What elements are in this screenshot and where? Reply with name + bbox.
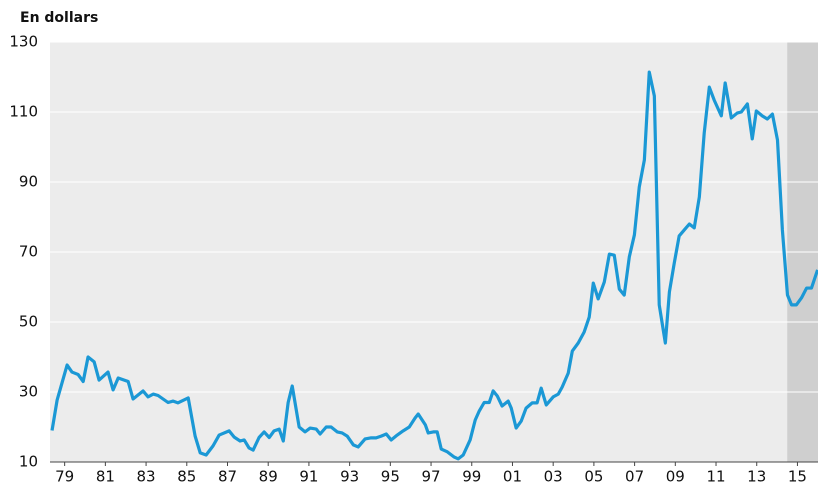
x-tick-label: 13 [747,468,766,486]
y-tick-label: 10 [19,453,38,471]
y-tick-label: 70 [19,243,38,261]
x-tick-label: 11 [706,468,725,486]
x-tick-label: 15 [788,468,807,486]
x-tick-label: 83 [137,468,156,486]
x-tick-label: 05 [584,468,603,486]
x-tick-label: 99 [462,468,481,486]
x-tick-label: 89 [259,468,278,486]
y-tick-label: 110 [9,103,38,121]
y-tick-label: 30 [19,383,38,401]
x-tick-label: 03 [544,468,563,486]
x-tick-label: 91 [299,468,318,486]
data-line [50,70,818,461]
x-tick-label: 07 [625,468,644,486]
y-tick-label: 50 [19,313,38,331]
chart-title: En dollars [20,10,98,26]
x-tick-label: 87 [218,468,237,486]
x-tick-label: 01 [503,468,522,486]
x-tick-label: 97 [422,468,441,486]
y-tick-label: 90 [19,173,38,191]
x-tick-label: 85 [177,468,196,486]
x-tick-label: 95 [381,468,400,486]
y-tick-label: 130 [9,33,38,51]
x-tick-label: 09 [666,468,685,486]
x-tick-label: 81 [96,468,115,486]
x-tick-label: 93 [340,468,359,486]
x-tick-label: 79 [55,468,74,486]
